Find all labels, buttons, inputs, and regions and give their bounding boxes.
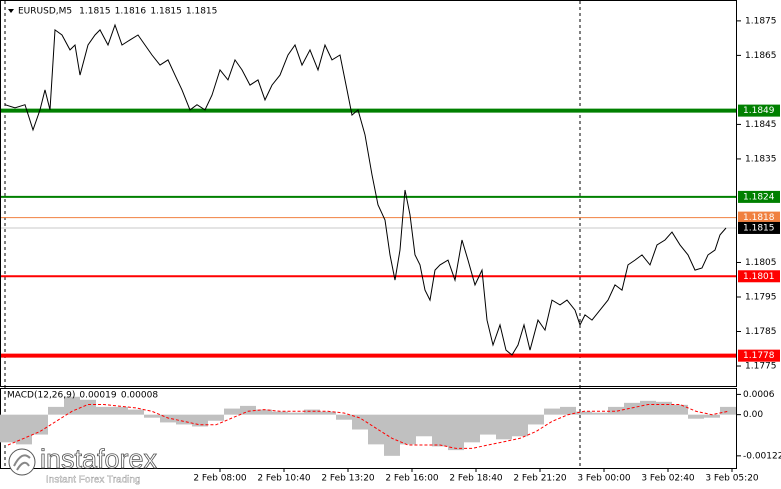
menu-arrow (8, 9, 14, 13)
current-price-box (738, 221, 780, 234)
x-tick-label: 2 Feb 21:20 (513, 474, 567, 484)
macd-bar (160, 414, 176, 423)
y-tick-label: 0.0006 (743, 390, 775, 400)
level-box (738, 104, 780, 117)
macd-bar (544, 408, 560, 415)
y-tick-label: 1.1805 (745, 258, 777, 268)
ohlc: 1.1815 1.1816 1.1815 1.1815 (79, 7, 217, 17)
macd-bar (304, 409, 320, 415)
x-tick-label: 2 Feb 16:00 (385, 474, 439, 484)
macd-bar (240, 405, 256, 415)
macd-bar (384, 414, 400, 456)
level-label: 1.1824 (743, 192, 775, 202)
macd-bar (208, 414, 224, 421)
plot-layer: 1.1875 1.1865 1.1845 1.1835 1.1805 1.1795 1.17… (0, 16, 781, 484)
macd-bar (176, 414, 192, 425)
macd-bar (16, 414, 32, 445)
level-box (738, 190, 780, 203)
macd-bar (416, 414, 432, 437)
macd-bar (288, 412, 304, 415)
macd-bar (272, 411, 288, 415)
macd-bar (656, 401, 672, 415)
macd-bar (32, 414, 48, 435)
y-tick-label: -0.00122 (743, 451, 781, 461)
macd-bar (320, 411, 336, 415)
macd-bar (48, 406, 64, 415)
level-label: 1.1778 (743, 351, 775, 361)
logo-icon (8, 448, 36, 476)
x-tick-label: 2 Feb 10:40 (257, 474, 311, 484)
level-label: 1.1849 (743, 106, 775, 116)
macd-title: MACD(12,26,9) (7, 391, 75, 401)
reading: 1.1815 (186, 7, 218, 17)
macd-bar (704, 414, 720, 418)
macd-bar (448, 414, 464, 451)
logo: instaforex Instant Forex Trading (8, 444, 158, 486)
macd-bar (432, 414, 448, 447)
macd-bar (400, 414, 416, 445)
macd-bar (672, 404, 688, 415)
x-tick-label: 2 Feb 13:20 (321, 474, 375, 484)
level-box (738, 270, 780, 283)
tagline: Instant Forex Trading (46, 475, 141, 486)
logo-swoosh (13, 454, 31, 471)
macd-bar (256, 409, 272, 415)
macd-bar (0, 414, 16, 443)
macd-bar (192, 414, 208, 427)
x-tick-label: 2 Feb 08:00 (193, 474, 247, 484)
macd-bar (720, 406, 736, 415)
y-tick-label: 1.1875 (745, 16, 777, 26)
macd-bar (528, 414, 544, 425)
macd-bar (224, 408, 240, 415)
macd-bar (336, 414, 352, 420)
macd-bar (112, 406, 128, 415)
macd-readings: 0.00019 0.00008 (79, 391, 158, 401)
macd-bar (592, 412, 608, 415)
macd-bar (80, 399, 96, 415)
macd-bar (688, 414, 704, 419)
level-box (738, 211, 780, 224)
macd-bar (352, 414, 368, 430)
macd-bar (640, 400, 656, 415)
reading: 0.00019 (79, 391, 116, 401)
y-tick-label: 1.1775 (745, 362, 777, 372)
macd-bar (624, 402, 640, 415)
signal-line (7, 404, 729, 449)
macd-bar (144, 414, 160, 418)
reading: 1.1815 (79, 7, 111, 17)
level-label: 1.1801 (743, 272, 775, 282)
x-tick-label: 3 Feb 00:00 (577, 474, 631, 484)
macd-bar (496, 414, 512, 440)
x-tick-label: 2 Feb 18:40 (449, 474, 503, 484)
macd-bar (368, 414, 384, 445)
level-box (738, 349, 780, 362)
x-tick-label: 3 Feb 02:40 (641, 474, 695, 484)
macd-bar (560, 406, 576, 415)
y-tick-label: 1.1795 (745, 292, 777, 302)
price-line (4, 23, 727, 356)
level-label: 1.1818 (743, 213, 775, 223)
macd-bar (576, 411, 592, 415)
y-tick-label: 0.00 (743, 410, 763, 420)
macd-bar (64, 396, 80, 415)
reading: 0.00008 (121, 391, 158, 401)
macd-bar (480, 414, 496, 435)
y-tick-label: 1.1865 (745, 51, 777, 61)
symbol-title: EURUSD,M5 (18, 7, 72, 17)
x-tick-label: 3 Feb 05:20 (705, 474, 759, 484)
current-price-label: 1.1815 (743, 223, 775, 233)
price-panel (0, 0, 737, 387)
macd-bar (128, 409, 144, 415)
y-tick-label: 1.1835 (745, 154, 777, 164)
macd-bar (96, 406, 112, 415)
macd-bar (608, 406, 624, 415)
y-tick-label: 1.1845 (745, 120, 777, 130)
brand: instaforex (40, 444, 158, 474)
reading: 1.1815 (150, 7, 182, 17)
reading: 1.1816 (115, 7, 147, 17)
macd-bar (464, 414, 480, 443)
macd-bar (512, 414, 528, 437)
y-tick-label: 1.1785 (745, 327, 777, 337)
